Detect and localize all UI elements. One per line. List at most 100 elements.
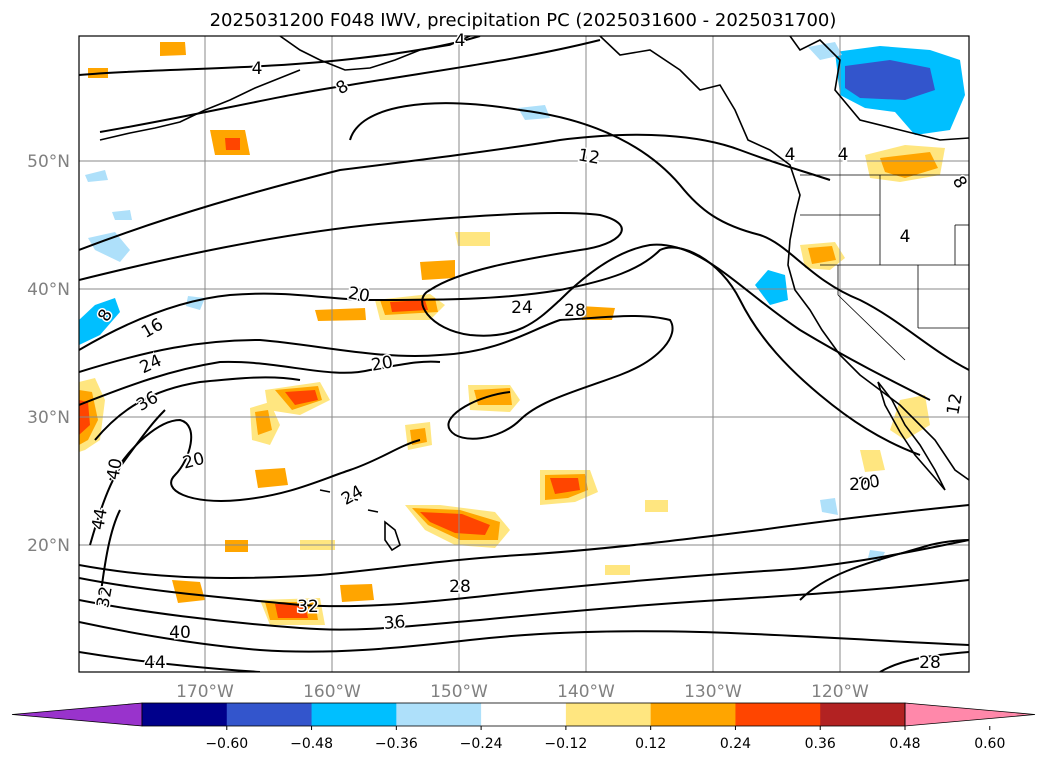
iwv-contour (879, 651, 969, 672)
precip-negative-patch (808, 42, 842, 60)
colorbar-segment (396, 703, 482, 726)
colorbar-segment (142, 703, 228, 726)
north-america-coast (599, 36, 969, 481)
lon-tick-label: 120°W (811, 682, 869, 702)
iwv-contour (79, 133, 831, 251)
political-boundaries (800, 174, 969, 361)
precip-positive-patch (255, 410, 272, 435)
colorbar-tick-label: 0.12 (635, 736, 666, 752)
lat-tick-labels: 50°N 40°N 30°N 20°N (27, 152, 70, 556)
figure-title: 2025031200 F048 IWV, precipitation PC (2… (210, 10, 837, 31)
contour-label: 4 (252, 59, 263, 79)
contour-label: 20 (346, 283, 371, 306)
contour-label: 28 (919, 653, 941, 673)
colorbar-tick-label: 0.24 (720, 736, 751, 752)
colorbar-tick-label: 0.36 (805, 736, 836, 752)
contour-label: 4 (455, 31, 466, 51)
iwv-contour (79, 314, 674, 440)
colorbar-outline (141, 702, 906, 727)
contour-label: 4 (900, 227, 911, 247)
contour-label: 12 (943, 392, 966, 417)
colorbar-tick-label: −0.48 (290, 736, 333, 752)
iwv-contour (79, 621, 969, 653)
iwv-contour (79, 246, 921, 456)
contour-label: 28 (564, 301, 586, 321)
baja-coast (877, 381, 946, 491)
contour-label: 36 (383, 612, 406, 634)
precip-positive-patch (455, 232, 490, 246)
colorbar-tick-label: 0.60 (974, 736, 1005, 752)
precip-positive-patch (550, 478, 580, 494)
colorbar-segment (565, 703, 652, 726)
colorbar-segment (820, 703, 906, 726)
contour-label: 16 (629, 0, 651, 5)
precip-positive-patch (172, 580, 205, 603)
precip-positive-patch (160, 42, 186, 56)
iwv-contour (99, 509, 121, 601)
precip-positive-patch (645, 500, 668, 512)
precip-negative-patch (845, 60, 935, 100)
colorbar-tick-label: 0.48 (889, 736, 920, 752)
colorbar-extend-high (904, 702, 1036, 727)
colorbar-tick-label: −0.24 (460, 736, 503, 752)
colorbar-extend-low (11, 702, 143, 727)
precip-positive-patch (420, 512, 490, 535)
contour-label: 28 (449, 577, 471, 597)
map-frame (78, 35, 970, 673)
precip-negative-patch (85, 170, 108, 182)
colorbar-tick-label: −0.60 (205, 736, 248, 752)
contour-label: 12 (576, 145, 601, 168)
colorbar-segment (311, 703, 397, 726)
iwv-contour (109, 418, 421, 502)
iwv-contour (79, 360, 441, 406)
precip-positive-patch (225, 540, 248, 552)
contour-label: 20 (370, 352, 395, 375)
contour-label: 32 (297, 597, 319, 617)
precip-negative-patch (88, 232, 130, 262)
colorbar-tick-label: −0.36 (375, 736, 418, 752)
lat-tick-label: 30°N (27, 408, 70, 428)
iwv-contour (79, 36, 481, 76)
precip-positive-patch (420, 260, 455, 280)
precip-negative-patch (755, 270, 788, 305)
colorbar-segment (735, 703, 821, 726)
colorbar-segment (481, 703, 567, 726)
lon-tick-label: 140°W (557, 682, 615, 702)
iwv-contour (79, 651, 261, 672)
precip-positive-patch (255, 468, 288, 488)
contour-label: 4 (785, 145, 796, 165)
precip-positive-patch (808, 246, 836, 264)
precip-positive-patch (605, 565, 630, 575)
precip-positive-patch (880, 152, 938, 178)
contour-label: 20 (849, 475, 871, 495)
precip-positive-patch (340, 584, 374, 602)
colorbar-segment (650, 703, 736, 726)
contour-label: 32 (93, 585, 116, 610)
contour-label: 40 (169, 623, 191, 643)
precip-negative-patch (112, 210, 132, 220)
colorbar-tick-label: −0.12 (544, 736, 587, 752)
precip-positive-patch (390, 300, 428, 312)
precip-positive-patch (474, 388, 512, 405)
iwv-contour (349, 102, 969, 371)
precip-positive-patch (860, 450, 885, 472)
iwv-contour (79, 579, 969, 631)
lon-tick-label: 130°W (684, 682, 742, 702)
contour-label: 24 (511, 298, 533, 318)
contour-label: 4 (838, 145, 849, 165)
iwv-contour (79, 539, 969, 608)
lon-tick-label: 170°W (176, 682, 234, 702)
iwv-contour (799, 539, 969, 601)
lat-tick-label: 20°N (27, 536, 70, 556)
iwv-contour (94, 376, 301, 441)
precip-positive-patch (315, 308, 366, 321)
lat-tick-label: 40°N (27, 280, 70, 300)
contour-label: 44 (144, 653, 166, 673)
precip-positive-patch (275, 604, 308, 618)
iwv-contour (89, 409, 166, 546)
contour-label: 40 (103, 457, 126, 482)
precip-negative-patch (79, 298, 120, 345)
colorbar-segment (226, 703, 313, 726)
lat-tick-label: 50°N (27, 152, 70, 172)
